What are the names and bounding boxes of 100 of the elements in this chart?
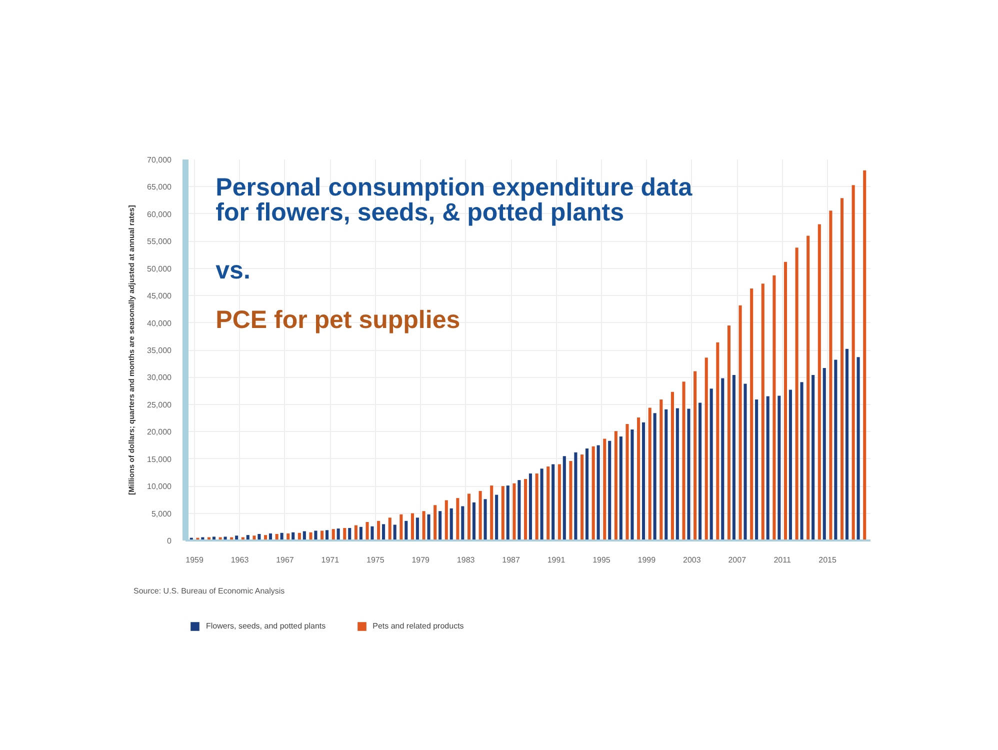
bar <box>829 210 832 540</box>
bar <box>495 494 498 540</box>
bar <box>710 388 713 540</box>
y-tick-label: 15,000 <box>147 454 172 464</box>
bar <box>336 528 340 540</box>
bar <box>592 446 595 540</box>
bar <box>732 375 736 540</box>
bar <box>558 464 561 540</box>
bar <box>619 436 622 540</box>
bar <box>461 506 464 540</box>
bar <box>603 438 606 540</box>
bar <box>562 456 566 540</box>
bar <box>348 528 352 540</box>
y-tick-label: 35,000 <box>147 346 172 355</box>
bar <box>422 511 426 540</box>
bar <box>535 474 538 540</box>
bar <box>320 530 324 540</box>
bar <box>822 368 826 540</box>
y-tick-label: 5,000 <box>151 509 172 518</box>
bar <box>484 499 487 540</box>
bar <box>456 498 460 540</box>
bar <box>755 400 758 540</box>
bar <box>694 371 697 540</box>
x-tick-label: 1987 <box>502 556 520 564</box>
y-tick-label: 20,000 <box>147 428 172 437</box>
text: Personal consumption expenditure data for flowers, seeds, & potted plants <box>216 174 694 227</box>
bar <box>546 466 550 540</box>
y-tick-label: 70,000 <box>147 156 172 164</box>
bar <box>670 392 674 540</box>
bar <box>388 518 392 540</box>
bar <box>788 390 792 540</box>
bar <box>501 486 504 540</box>
bar <box>845 348 849 540</box>
bar <box>716 342 720 540</box>
bar <box>450 508 453 540</box>
bar <box>744 384 747 540</box>
bar <box>528 474 532 540</box>
x-tick-label: 1975 <box>366 556 385 564</box>
bar <box>585 448 589 540</box>
bar <box>863 170 866 540</box>
bar <box>806 236 810 540</box>
bar <box>427 514 430 540</box>
bar <box>682 382 686 540</box>
text: vs. <box>216 256 250 285</box>
bar <box>366 522 369 540</box>
bar <box>721 378 724 540</box>
bar <box>738 305 742 540</box>
bar <box>574 452 578 540</box>
bar <box>795 248 798 540</box>
source-note: Source: U.S. Bureau of Economic Analysis <box>134 586 285 596</box>
bar <box>444 500 448 540</box>
bar <box>332 529 335 540</box>
y-tick-label: 0 <box>167 536 172 546</box>
bar <box>614 431 618 540</box>
bar <box>393 524 396 540</box>
bar <box>648 408 652 540</box>
bar <box>478 490 482 540</box>
legend-label: Pets and related products <box>372 622 464 630</box>
bar <box>637 417 640 540</box>
bar <box>354 525 358 540</box>
x-tick-label: 1963 <box>230 556 250 564</box>
bar <box>778 396 781 540</box>
bar <box>840 198 844 540</box>
bar <box>664 409 668 540</box>
bar <box>642 422 646 540</box>
bar <box>834 360 838 540</box>
bar <box>467 494 471 540</box>
bar <box>506 486 510 540</box>
bar <box>761 284 764 540</box>
bar <box>727 326 731 540</box>
bar <box>370 526 374 540</box>
bar <box>343 528 346 540</box>
y-tick-label: 50,000 <box>147 264 172 274</box>
bar <box>472 502 476 540</box>
bar <box>314 530 318 540</box>
x-tick-label: 2007 <box>728 556 747 564</box>
bar <box>252 536 256 540</box>
bar <box>626 424 629 540</box>
x-tick-label: 1971 <box>321 556 340 564</box>
y-tick-label: 65,000 <box>147 182 172 192</box>
bar <box>580 454 584 540</box>
x-tick-label: 2015 <box>818 556 837 564</box>
bar <box>596 445 600 540</box>
x-tick-label: 1959 <box>186 556 204 564</box>
bar <box>653 413 656 540</box>
y-tick-label: 60,000 <box>147 210 172 219</box>
bar <box>410 513 414 540</box>
y-tick-label: 45,000 <box>147 292 172 301</box>
x-tick-label: 1983 <box>456 556 476 564</box>
bar <box>569 461 572 540</box>
bar <box>325 530 329 540</box>
bar <box>852 185 855 540</box>
bar <box>687 408 690 540</box>
y-tick-label: 30,000 <box>147 373 172 382</box>
bar <box>400 514 403 540</box>
bar <box>359 526 362 540</box>
bar <box>704 358 708 540</box>
bar <box>377 520 380 540</box>
bar <box>416 518 419 540</box>
bar <box>698 402 702 540</box>
